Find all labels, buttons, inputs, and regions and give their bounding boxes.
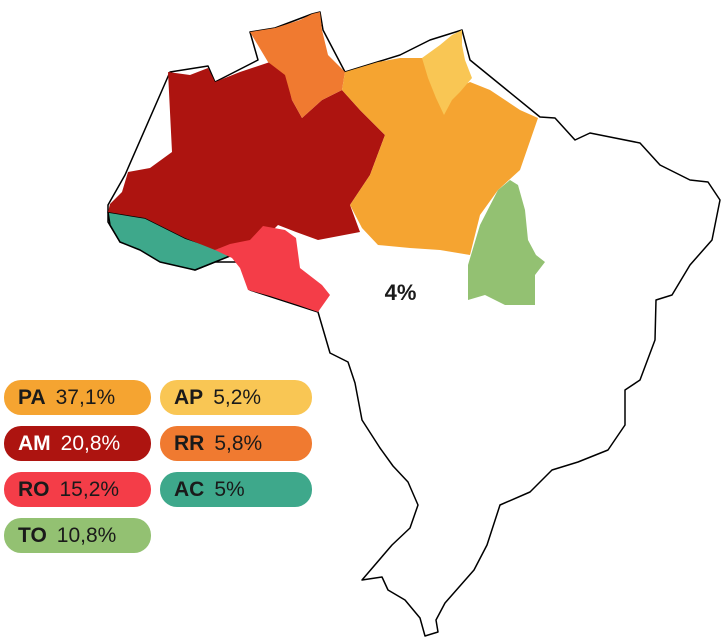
region-to [468,180,545,305]
legend-value: 15,2% [59,477,120,501]
legend-item-ac: AC 5% [160,472,312,507]
legend-value: 5,8% [214,431,263,455]
legend-value: 5% [214,477,245,501]
legend-item-pa: PA 37,1% [4,380,151,415]
legend-item-rr: RR 5,8% [160,426,312,461]
region-am [108,58,385,250]
legend-value: 5,2% [213,385,262,409]
legend-item-to: TO 10,8% [4,518,151,553]
legend-code: TO [18,523,47,547]
legend-item-am: AM 20,8% [4,426,151,461]
region-ac [107,211,231,271]
center-value-label: 4% [384,280,417,305]
legend-item-ap: AP 5,2% [160,380,312,415]
region-ap [422,30,472,115]
legend-value: 37,1% [55,385,116,409]
legend-code: AC [174,477,205,501]
region-ro [215,226,330,312]
region-rr [250,12,345,118]
legend: PA 37,1% AP 5,2% AM 20,8% RR 5,8% RO 15,… [4,380,314,555]
legend-value: 20,8% [60,431,121,455]
legend-code: RR [174,431,205,455]
legend-value: 10,8% [56,523,117,547]
legend-item-ro: RO 15,2% [4,472,151,507]
legend-code: AM [18,431,51,455]
legend-code: AP [174,385,204,409]
region-pa [342,58,538,255]
legend-code: PA [18,385,46,409]
legend-code: RO [18,477,50,501]
